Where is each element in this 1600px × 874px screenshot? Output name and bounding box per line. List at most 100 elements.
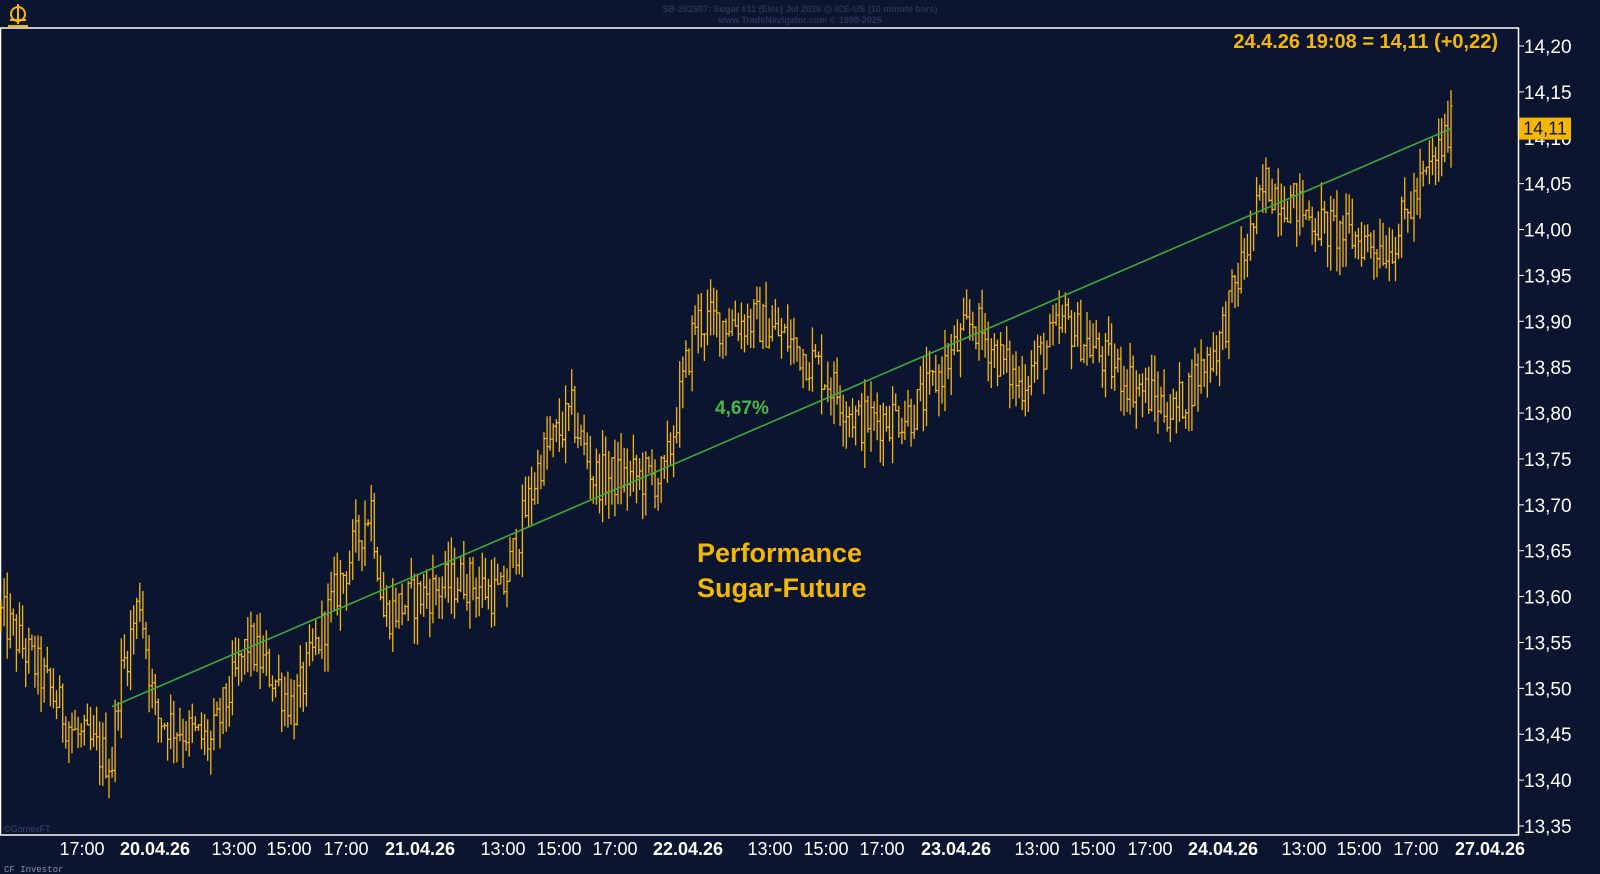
ohlc-bar bbox=[1023, 364, 1027, 417]
ohlc-bar bbox=[277, 654, 281, 687]
ohlc-bar bbox=[332, 556, 336, 611]
x-tick-date-label: 27.04.26 bbox=[1455, 839, 1525, 859]
ohlc-bar bbox=[1005, 326, 1009, 373]
ohlc-bar bbox=[502, 565, 506, 595]
ohlc-bar bbox=[1033, 340, 1036, 383]
ohlc-bar bbox=[1298, 173, 1302, 236]
ohlc-bar bbox=[1156, 371, 1160, 434]
chart-subtitle: www.TradeNavigator.com © 1999-2026 bbox=[717, 15, 882, 25]
ohlc-bar bbox=[520, 484, 524, 578]
ohlc-bar bbox=[570, 369, 574, 415]
ohlc-bar bbox=[1227, 290, 1231, 359]
ohlc-bar bbox=[511, 537, 515, 568]
ohlc-bar bbox=[857, 400, 861, 416]
ohlc-bar bbox=[357, 514, 361, 561]
ohlc-bar bbox=[58, 675, 62, 709]
ohlc-bar bbox=[940, 356, 944, 404]
ohlc-bar bbox=[122, 634, 126, 669]
ohlc-bar bbox=[644, 451, 648, 516]
ohlc-bar bbox=[832, 361, 836, 425]
ohlc-bar bbox=[542, 432, 546, 486]
ohlc-bar bbox=[98, 721, 102, 786]
ohlc-bar bbox=[1020, 355, 1024, 411]
ohlc-bar bbox=[422, 573, 426, 617]
ohlc-bar bbox=[1397, 223, 1401, 260]
ohlc-bar bbox=[156, 698, 160, 743]
ohlc-bar bbox=[533, 472, 537, 505]
ohlc-bar bbox=[1150, 354, 1154, 412]
ohlc-bar bbox=[743, 314, 746, 353]
ohlc-bar bbox=[218, 697, 222, 749]
ohlc-bar bbox=[104, 712, 108, 779]
ohlc-bar bbox=[567, 403, 571, 431]
x-tick-time-label: 13:00 bbox=[480, 839, 525, 859]
ohlc-bar bbox=[119, 638, 123, 739]
ohlc-bar bbox=[311, 628, 315, 662]
ohlc-bar bbox=[465, 573, 469, 611]
ohlc-bar bbox=[289, 678, 293, 725]
ohlc-bar bbox=[27, 627, 31, 674]
ohlc-bar bbox=[1193, 347, 1197, 407]
ohlc-bar bbox=[1329, 195, 1333, 271]
ohlc-bar bbox=[758, 286, 762, 343]
ohlc-bar bbox=[326, 583, 330, 672]
ohlc-bar bbox=[55, 690, 58, 719]
ohlc-bar bbox=[736, 312, 740, 342]
ohlc-bar bbox=[989, 338, 993, 388]
ohlc-bar bbox=[67, 721, 71, 763]
ohlc-bar bbox=[1316, 211, 1320, 241]
ohlc-bar bbox=[579, 424, 583, 446]
ohlc-bar bbox=[129, 610, 133, 691]
x-tick-time-label: 13:00 bbox=[211, 839, 256, 859]
ohlc-bar bbox=[1400, 196, 1404, 258]
ohlc-bar bbox=[150, 668, 154, 709]
ohlc-bar bbox=[962, 297, 966, 331]
ohlc-bar bbox=[780, 318, 783, 359]
ohlc-bar bbox=[1184, 409, 1188, 429]
ohlc-bar bbox=[872, 401, 876, 431]
ohlc-bar bbox=[419, 581, 423, 615]
ohlc-bar bbox=[462, 541, 466, 600]
ohlc-bar bbox=[773, 298, 777, 330]
ohlc-bar bbox=[881, 402, 885, 466]
ohlc-bar bbox=[437, 577, 441, 619]
ohlc-bar bbox=[1088, 320, 1092, 358]
ohlc-bar bbox=[1125, 369, 1129, 412]
ohlc-bar bbox=[24, 638, 28, 688]
ohlc-bar bbox=[89, 706, 92, 751]
last-quote-label: 24.4.26 19:08 = 14,11 (+0,22) bbox=[1233, 31, 1498, 53]
ohlc-bar bbox=[1230, 269, 1234, 303]
ohlc-bar bbox=[230, 640, 234, 716]
ohlc-bar bbox=[1282, 186, 1286, 223]
ohlc-bar bbox=[5, 572, 9, 659]
ohlc-bar bbox=[1421, 160, 1425, 187]
ohlc-bar bbox=[1011, 354, 1015, 399]
ohlc-bar bbox=[1341, 215, 1345, 268]
ohlc-bars bbox=[0, 90, 1453, 799]
ohlc-bar bbox=[841, 394, 845, 447]
ohlc-bar bbox=[696, 294, 700, 354]
ohlc-bar bbox=[1002, 344, 1006, 375]
x-tick-time-label: 17:00 bbox=[323, 839, 368, 859]
x-tick-date-label: 22.04.26 bbox=[653, 839, 723, 859]
ohlc-bar bbox=[493, 557, 497, 627]
ohlc-bar bbox=[431, 554, 435, 624]
ohlc-bar bbox=[1079, 299, 1083, 362]
ohlc-bar bbox=[391, 578, 395, 652]
ohlc-bar bbox=[385, 585, 389, 627]
ohlc-bar bbox=[1406, 208, 1410, 233]
ohlc-bar bbox=[1202, 358, 1206, 388]
ohlc-bar bbox=[227, 676, 231, 727]
ohlc-bar bbox=[1384, 235, 1388, 269]
ohlc-bar bbox=[224, 683, 228, 732]
ohlc-bar bbox=[490, 559, 493, 628]
ohlc-bar bbox=[382, 572, 386, 618]
ohlc-bar bbox=[582, 414, 586, 456]
ohlc-bar bbox=[1008, 340, 1012, 409]
ohlc-bar bbox=[1338, 220, 1342, 276]
ohlc-bar bbox=[372, 493, 376, 559]
ohlc-bar bbox=[817, 351, 821, 365]
ohlc-bar bbox=[665, 420, 669, 483]
ohlc-bar bbox=[82, 714, 86, 746]
ohlc-bar bbox=[1162, 369, 1166, 423]
